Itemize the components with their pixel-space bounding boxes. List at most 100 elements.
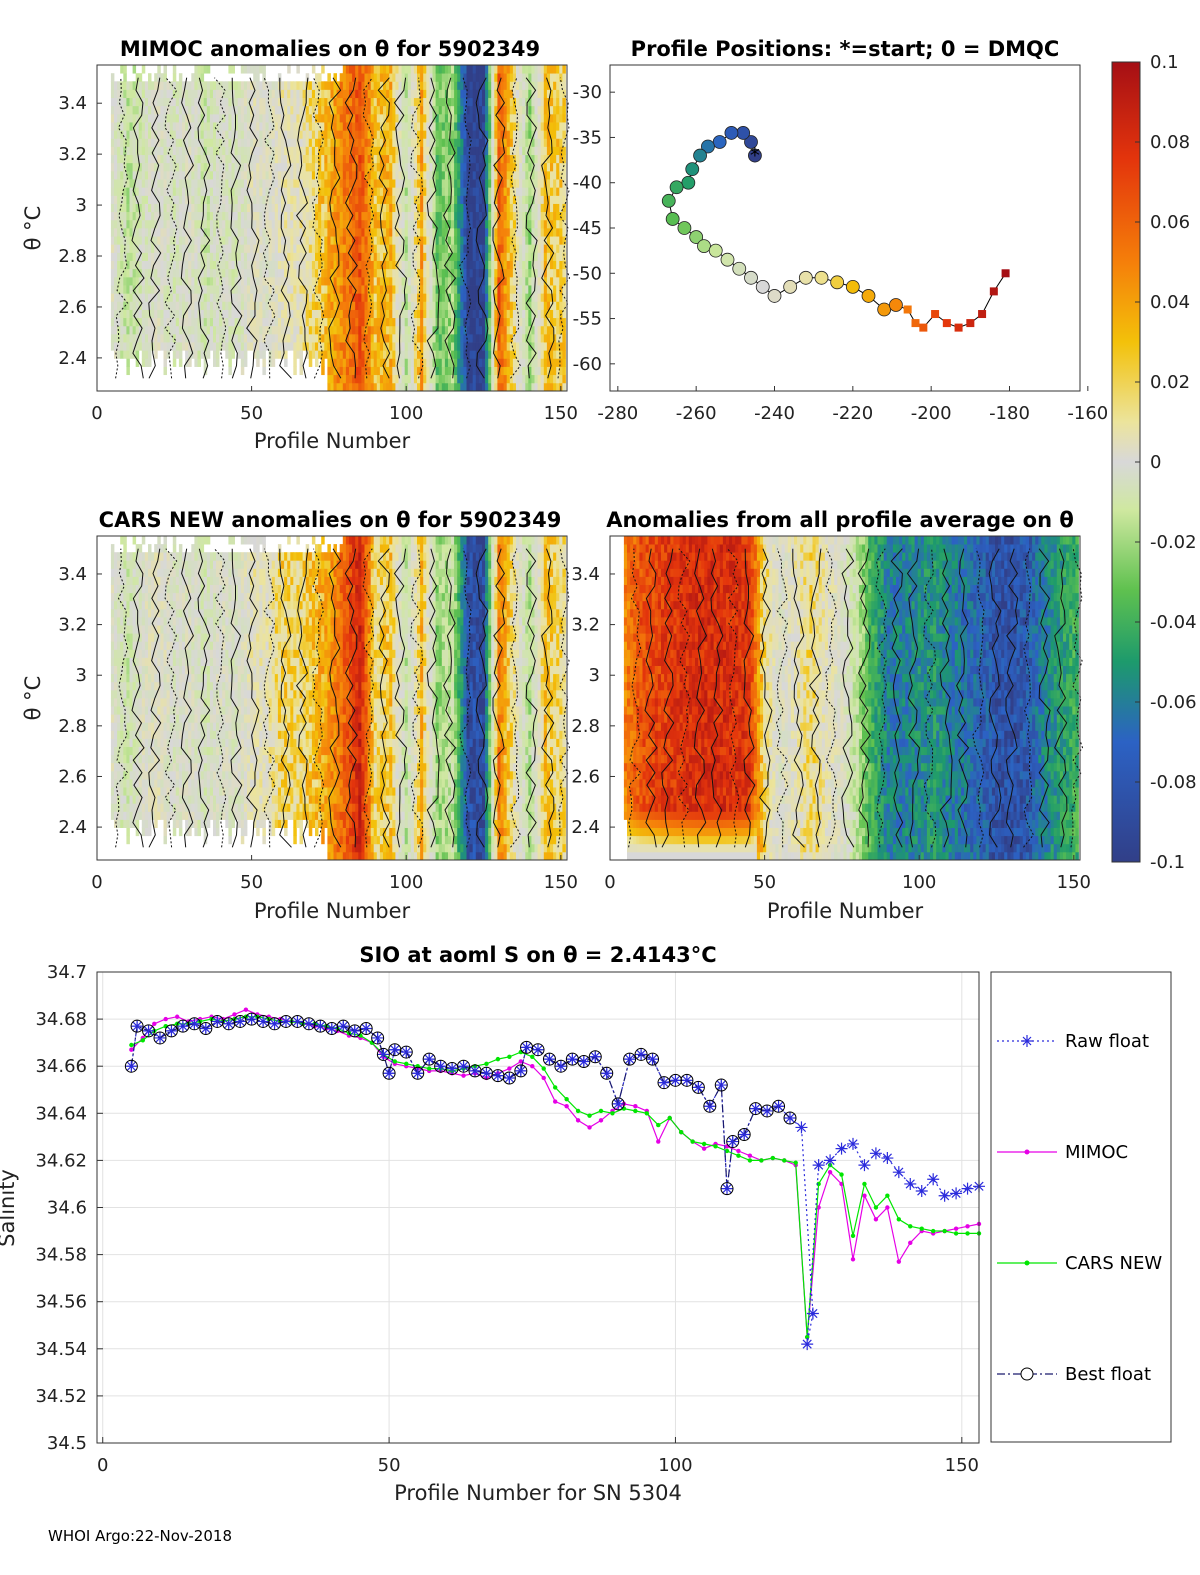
heat-cell [253,65,256,74]
heat-cell [262,236,265,245]
heat-cell [238,179,241,188]
heat-cell [306,130,309,139]
heat-cell [126,285,129,294]
heat-cell [238,301,241,310]
heat-cell [154,81,157,90]
heat-cell [213,114,216,123]
heat-cell [312,171,315,180]
heat-cell [293,179,296,188]
heat-cell [284,228,287,237]
heat-cell [130,106,133,115]
heat-cell [247,81,250,90]
heat-cell [126,334,129,343]
heat-cell [145,122,148,131]
heat-cell [191,285,194,294]
heat-cell [111,204,114,213]
heat-cell [287,98,290,107]
heat-cell [157,318,160,327]
heat-cell [120,163,123,172]
heat-cell [167,342,170,351]
heat-cell [194,261,197,270]
heat-cell [244,155,247,164]
heat-cell [293,350,296,359]
heat-cell [287,90,290,99]
heat-cell [210,293,213,302]
heat-cell [287,244,290,253]
heat-cell [136,228,139,237]
heat-cell [164,65,167,74]
heat-cell [170,163,173,172]
heat-cell [198,342,201,351]
heat-cell [114,130,117,139]
heat-cell [259,81,262,90]
heat-cell [235,220,238,229]
heat-cell [145,244,148,253]
heat-cell [191,326,194,335]
heat-cell [256,220,259,229]
heat-cell [238,122,241,131]
heat-cell [201,163,204,172]
heat-cell [120,285,123,294]
heat-cell [114,310,117,319]
heat-cell [173,122,176,131]
heat-cell [188,138,191,147]
heat-cell [222,195,225,204]
heat-cell [185,261,188,270]
heat-cell [148,73,151,82]
heat-cell [269,220,272,229]
heat-cell [216,90,219,99]
heat-cell [204,90,207,99]
heat-cell [139,228,142,237]
heat-cell [176,350,179,359]
heat-cell [244,358,247,367]
heat-cell [238,114,241,123]
heat-cell [222,261,225,270]
heat-cell [160,252,163,261]
heat-cell [176,81,179,90]
heat-cell [253,81,256,90]
heat-cell [306,179,309,188]
heat-cell [266,220,269,229]
heat-cell [284,163,287,172]
heat-cell [225,301,228,310]
heat-cell [164,220,167,229]
heat-cell [160,163,163,172]
heat-cell [256,310,259,319]
heat-cell [114,277,117,286]
heat-cell [225,114,228,123]
heat-cell [170,301,173,310]
heat-cell [164,98,167,107]
heat-cell [160,81,163,90]
heat-cell [188,220,191,229]
heat-cell [176,212,179,221]
heat-cell [167,334,170,343]
heat-cell [300,301,303,310]
heat-cell [315,293,318,302]
heat-cell [157,326,160,335]
heat-cell [235,163,238,172]
heat-cell [306,155,309,164]
heat-cell [117,228,120,237]
heat-cell [222,293,225,302]
heat-cell [164,228,167,237]
heat-cell [148,163,151,172]
heat-cell [278,318,281,327]
heat-cell [241,114,244,123]
heat-cell [201,236,204,245]
heat-cell [278,179,281,188]
heat-cell [290,228,293,237]
heat-cell [111,212,114,221]
heat-cell [287,293,290,302]
heat-cell [219,122,222,131]
heat-cell [142,155,145,164]
heat-cell [160,130,163,139]
heat-cell [228,277,231,286]
heat-cell [142,204,145,213]
heat-cell [148,138,151,147]
heat-cell [219,220,222,229]
heat-cell [123,187,126,196]
heat-cell [126,212,129,221]
heat-cell [142,114,145,123]
heat-cell [133,326,136,335]
heat-cell [290,301,293,310]
